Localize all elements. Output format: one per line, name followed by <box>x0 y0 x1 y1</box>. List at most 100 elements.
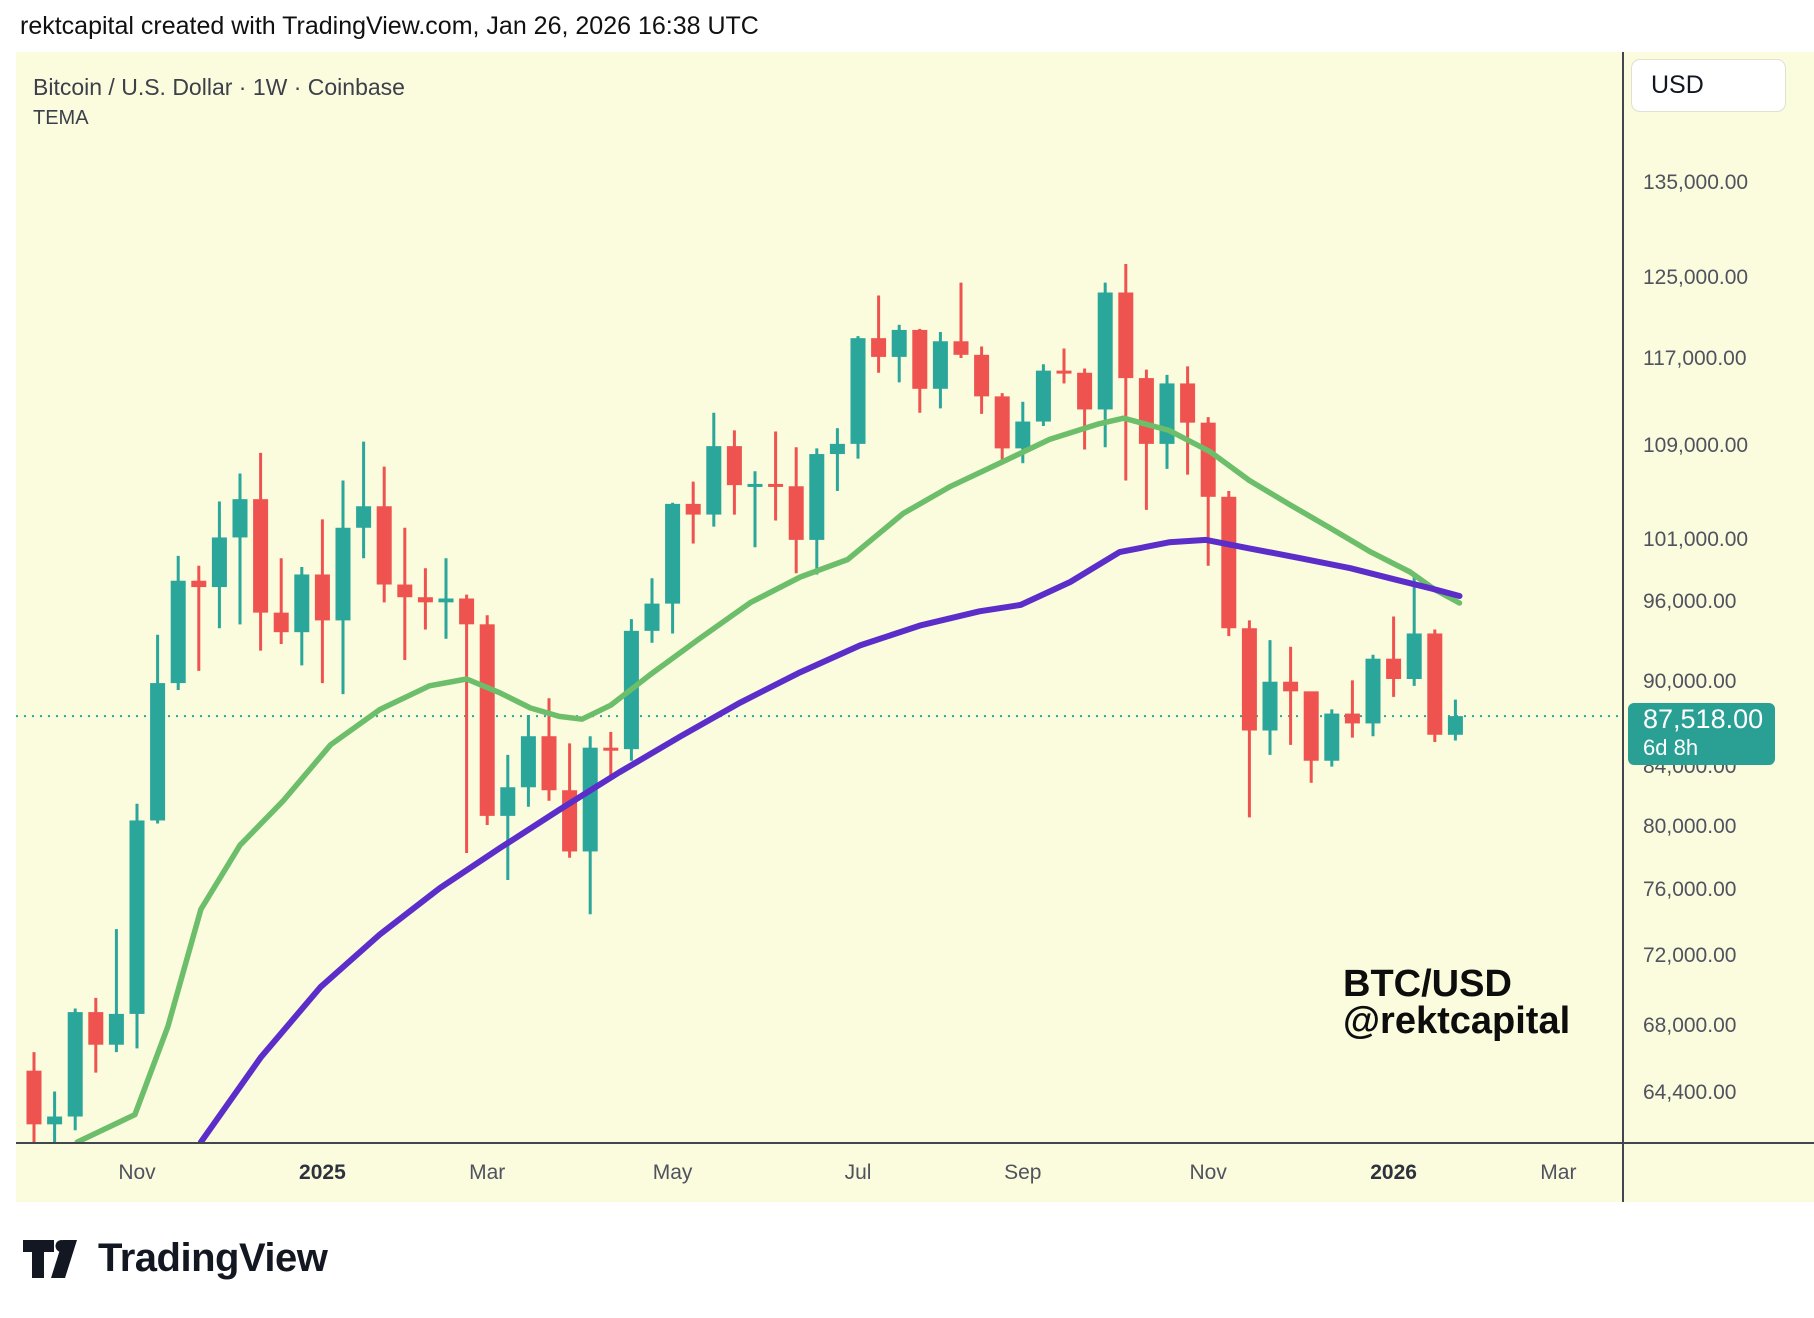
candle-body <box>1077 372 1093 410</box>
price-tick-label: 101,000.00 <box>1643 527 1749 551</box>
candle-body <box>665 503 681 604</box>
candle-body <box>871 338 887 357</box>
candle-body <box>1056 370 1072 374</box>
candle-body <box>459 598 475 625</box>
tema-fast-line <box>74 415 1463 1143</box>
candle-body <box>47 1116 63 1125</box>
price-tick-label: 90,000.00 <box>1643 669 1737 693</box>
candle-body <box>912 329 928 389</box>
candle-body <box>232 499 248 538</box>
candle-body <box>932 341 948 389</box>
candle-body <box>67 1012 83 1117</box>
time-axis-month-label: Jul <box>844 1161 872 1184</box>
time-axis-month-label: Mar <box>469 1161 506 1184</box>
symbol-title: Bitcoin / U.S. Dollar · 1W · Coinbase <box>33 74 405 100</box>
candle-body <box>356 506 372 528</box>
candle-body <box>1118 292 1134 379</box>
last-price-badge: 87,518.00 6d 8h <box>1628 703 1775 766</box>
last-price-value: 87,518.00 <box>1643 704 1764 735</box>
candle-body <box>1015 421 1031 449</box>
candle-body <box>603 747 619 751</box>
candle-body <box>1324 713 1340 761</box>
price-tick-label: 125,000.00 <box>1643 265 1749 289</box>
candle-body <box>1138 378 1154 444</box>
candles <box>26 263 1463 1143</box>
candle-body <box>1406 633 1422 679</box>
candle-body <box>1283 681 1299 692</box>
watermark-symbol: BTC/USD <box>1343 963 1512 1005</box>
candle-body <box>1447 716 1463 735</box>
candle-body <box>582 747 598 852</box>
candle-body <box>1262 681 1278 731</box>
attribution-text: rektcapital created with TradingView.com… <box>20 12 759 40</box>
candle-body <box>1303 691 1319 761</box>
watermark: BTC/USD @rektcapital <box>1343 963 1570 1040</box>
candle-body <box>88 1012 104 1045</box>
price-tick-label: 64,400.00 <box>1643 1081 1737 1105</box>
price-tick-label: 72,000.00 <box>1643 944 1737 968</box>
time-axis[interactable]: Nov 2025 Mar May Jul Sep Nov 2026 Mar <box>0 1143 1814 1203</box>
bar-countdown: 6d 8h <box>1643 735 1699 761</box>
time-axis-year-label: 2026 <box>1370 1161 1417 1184</box>
candle-body <box>1427 633 1443 735</box>
candle-body <box>26 1070 42 1125</box>
candle-body <box>273 612 289 633</box>
tradingview-logo-text: TradingView <box>98 1236 328 1280</box>
candle-body <box>1241 628 1257 731</box>
candle-body <box>788 486 804 540</box>
candle-body <box>891 329 907 357</box>
price-tick-label: 68,000.00 <box>1643 1014 1737 1038</box>
price-tick-label: 135,000.00 <box>1643 171 1749 194</box>
candle-body <box>1035 370 1051 422</box>
tradingview-logo-icon <box>23 1239 77 1278</box>
time-axis-month-label: Sep <box>1004 1161 1042 1184</box>
price-axis[interactable]: 135,000.00 125,000.00 117,000.00 109,000.00… <box>1623 52 1814 1143</box>
candle-body <box>294 574 310 633</box>
candle-body <box>150 683 166 821</box>
plot-area <box>16 263 1623 1143</box>
candle-body <box>768 483 784 487</box>
candle-body <box>541 736 557 791</box>
candle-body <box>644 603 660 631</box>
candle-body <box>479 624 495 816</box>
price-tick-label: 76,000.00 <box>1643 877 1737 901</box>
candle-body <box>726 446 742 486</box>
candle-body <box>129 820 145 1014</box>
candle-body <box>850 338 866 444</box>
time-axis-year-label: 2025 <box>299 1161 346 1184</box>
price-tick-label: 96,000.00 <box>1643 590 1737 614</box>
candle-body <box>314 574 330 621</box>
candle-body <box>953 341 969 355</box>
candle-body <box>1386 658 1402 679</box>
candle-body <box>706 446 722 515</box>
currency-button[interactable]: USD <box>1631 59 1786 112</box>
candle-body <box>974 354 990 397</box>
time-axis-month-label: Nov <box>118 1161 156 1184</box>
time-axis-month-label: Nov <box>1189 1161 1227 1184</box>
candle-body <box>1200 422 1216 497</box>
candle-body <box>108 1013 124 1045</box>
candle-body <box>1344 713 1360 724</box>
price-tick-label: 109,000.00 <box>1643 434 1749 458</box>
tema-slow-line <box>197 536 1463 1143</box>
candle-body <box>829 443 845 455</box>
candle-body <box>500 787 516 816</box>
candle-body <box>685 503 701 515</box>
candle-body <box>397 584 413 598</box>
candle-body <box>1365 658 1381 724</box>
candle-body <box>335 527 351 621</box>
candle-body <box>253 499 269 613</box>
time-axis-month-label: May <box>652 1161 693 1184</box>
candle-body <box>211 537 227 588</box>
candle-body <box>1221 496 1237 629</box>
candle-body <box>417 597 433 603</box>
candle-body <box>1180 383 1196 423</box>
time-axis-month-label: Mar <box>1540 1161 1577 1184</box>
candle-body <box>191 580 207 588</box>
indicator-label: TEMA <box>33 107 89 129</box>
candle-body <box>994 396 1010 449</box>
tradingview-logo[interactable]: TradingView <box>23 1236 328 1281</box>
candle-body <box>438 598 454 603</box>
